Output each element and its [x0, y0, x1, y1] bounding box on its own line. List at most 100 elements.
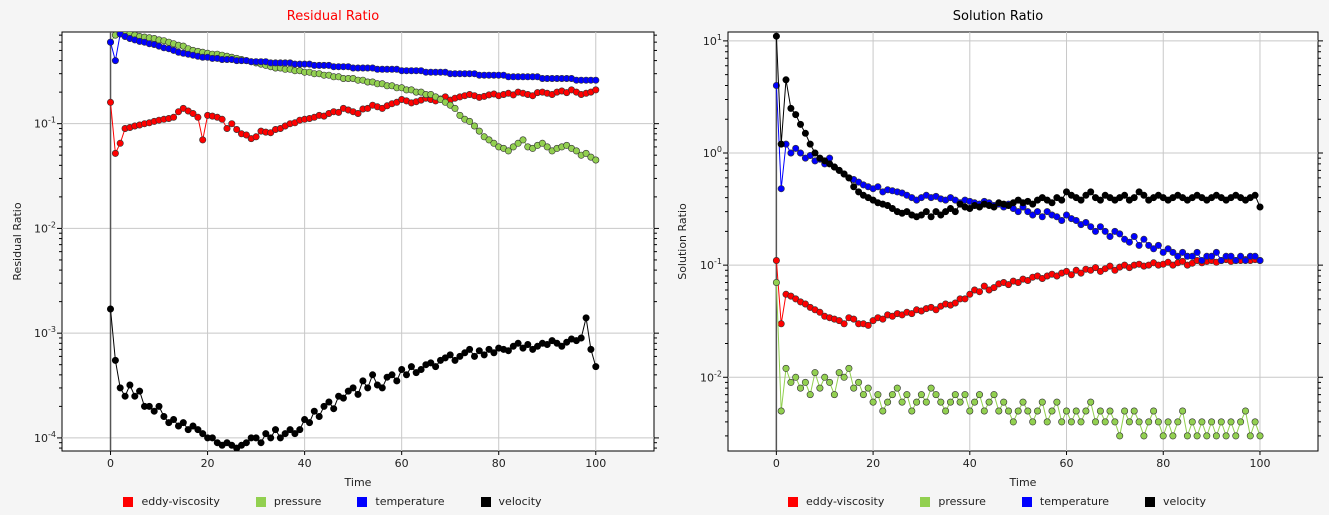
solution-temperature-point — [777, 185, 785, 193]
residual-velocity-point — [519, 344, 527, 352]
solution-velocity-point — [903, 208, 911, 216]
solution-temperature-point — [874, 183, 882, 191]
solution-pressure-point — [1222, 432, 1230, 440]
solution-temperature-point — [1096, 223, 1104, 231]
residual-velocity-point — [339, 394, 347, 402]
residual-velocity-point — [111, 356, 119, 364]
solution-pressure-point — [879, 407, 887, 415]
solution-temperature-point — [1169, 248, 1177, 256]
solution-pressure-point — [792, 373, 800, 381]
legend-item-velocity[interactable]: velocity — [480, 495, 542, 508]
solution-eddy-viscosity-point — [840, 320, 848, 328]
solution-temperature-point — [1062, 211, 1070, 219]
solution-temperature-point — [1198, 256, 1206, 264]
solution-y-tick-label: 10-2 — [700, 369, 722, 384]
residual-velocity-point — [587, 345, 595, 353]
solution-x-tick-label: 60 — [1060, 457, 1074, 470]
residual-velocity-point — [359, 377, 367, 385]
solution-temperature-point — [792, 144, 800, 152]
solution-pressure-point — [874, 391, 882, 399]
residual-velocity-point — [267, 434, 275, 442]
solution-velocity-point — [1058, 196, 1066, 204]
solution-pressure-point — [985, 398, 993, 406]
solution-pressure-point — [797, 384, 805, 392]
solution-pressure-point — [1029, 418, 1037, 426]
legend-item-pressure[interactable]: pressure — [920, 495, 986, 508]
residual-velocity-point — [577, 334, 585, 342]
solution-temperature-point — [1135, 241, 1143, 249]
legend-item-eddy-viscosity[interactable]: eddy-viscosity — [787, 495, 884, 508]
residual-eddy-viscosity-point — [199, 136, 207, 144]
solution-pressure-point — [787, 378, 795, 386]
residual-pressure-point — [470, 122, 478, 130]
solution-pressure-point — [961, 391, 969, 399]
solution-pressure-point — [1159, 432, 1167, 440]
solution-pressure-point — [971, 398, 979, 406]
solution-temperature-point — [1232, 256, 1240, 264]
residual-eddy-viscosity-point — [111, 149, 119, 157]
residual-velocity-point — [344, 387, 352, 395]
solution-pressure-point — [966, 407, 974, 415]
solution-velocity-point — [792, 111, 800, 119]
solution-temperature-point — [1091, 227, 1099, 235]
residual-velocity-point — [286, 426, 294, 434]
solution-temperature-point — [1140, 235, 1148, 243]
solution-pressure-point — [1125, 418, 1133, 426]
solution-pressure-point — [995, 407, 1003, 415]
solution-x-axis-title: Time — [1009, 476, 1037, 489]
solution-pressure-point — [990, 391, 998, 399]
residual-pressure-point — [456, 111, 464, 119]
solution-velocity-point — [917, 211, 925, 219]
legend-label: temperature — [1039, 495, 1110, 508]
solution-pressure-point — [1246, 432, 1254, 440]
solution-temperature-point — [1217, 256, 1225, 264]
solution-pressure-point — [927, 384, 935, 392]
residual-velocity-point — [301, 415, 309, 423]
legend-item-eddy-viscosity[interactable]: eddy-viscosity — [123, 495, 220, 508]
residual-velocity-point — [271, 426, 279, 434]
residual-y-tick-label: 10-4 — [34, 430, 56, 445]
residual-velocity-point — [480, 351, 488, 359]
solution-velocity-point — [801, 129, 809, 137]
solution-pressure-point — [1193, 432, 1201, 440]
residual-velocity-point — [131, 392, 139, 400]
solution-pressure-point — [840, 373, 848, 381]
residual-pressure-point — [504, 147, 512, 155]
solution-pressure-point — [1024, 407, 1032, 415]
residual-velocity-point — [592, 363, 600, 371]
residual-velocity-point — [466, 345, 474, 353]
residual-velocity-point — [305, 419, 313, 427]
residual-velocity-point — [160, 412, 168, 420]
solution-pressure-point — [1179, 407, 1187, 415]
solution-velocity-point — [811, 149, 819, 157]
legend-item-velocity[interactable]: velocity — [1145, 495, 1206, 508]
residual-velocity-point — [470, 352, 478, 360]
solution-pressure-point — [1000, 398, 1008, 406]
solution-pressure-point — [1014, 407, 1022, 415]
legend-item-temperature[interactable]: temperature — [357, 495, 445, 508]
residual-velocity-point — [558, 342, 566, 350]
residual-velocity-point — [136, 387, 144, 395]
solution-pressure-point — [1101, 418, 1109, 426]
solution-pressure-point — [898, 398, 906, 406]
solution-eddy-viscosity-point — [1024, 276, 1032, 284]
solution-pressure-point — [1004, 407, 1012, 415]
residual-eddy-viscosity-point — [242, 131, 250, 139]
residual-temperature-point — [107, 38, 115, 46]
residual-velocity-point — [485, 345, 493, 353]
residual-velocity-point — [262, 430, 270, 438]
residual-pressure-point — [543, 143, 551, 151]
solution-velocity-point — [772, 32, 780, 40]
solution-pressure-point — [1106, 407, 1114, 415]
solution-velocity-point — [787, 104, 795, 112]
legend-item-pressure[interactable]: pressure — [255, 495, 321, 508]
residual-velocity-point — [378, 384, 386, 392]
solution-temperature-point — [1193, 248, 1201, 256]
residual-velocity-point — [189, 422, 197, 430]
legend-item-temperature[interactable]: temperature — [1021, 495, 1110, 508]
solution-eddy-viscosity-point — [1062, 267, 1070, 275]
solution-velocity-point — [850, 183, 858, 191]
residual-velocity-point — [155, 402, 163, 410]
solution-eddy-viscosity-point — [961, 295, 969, 303]
